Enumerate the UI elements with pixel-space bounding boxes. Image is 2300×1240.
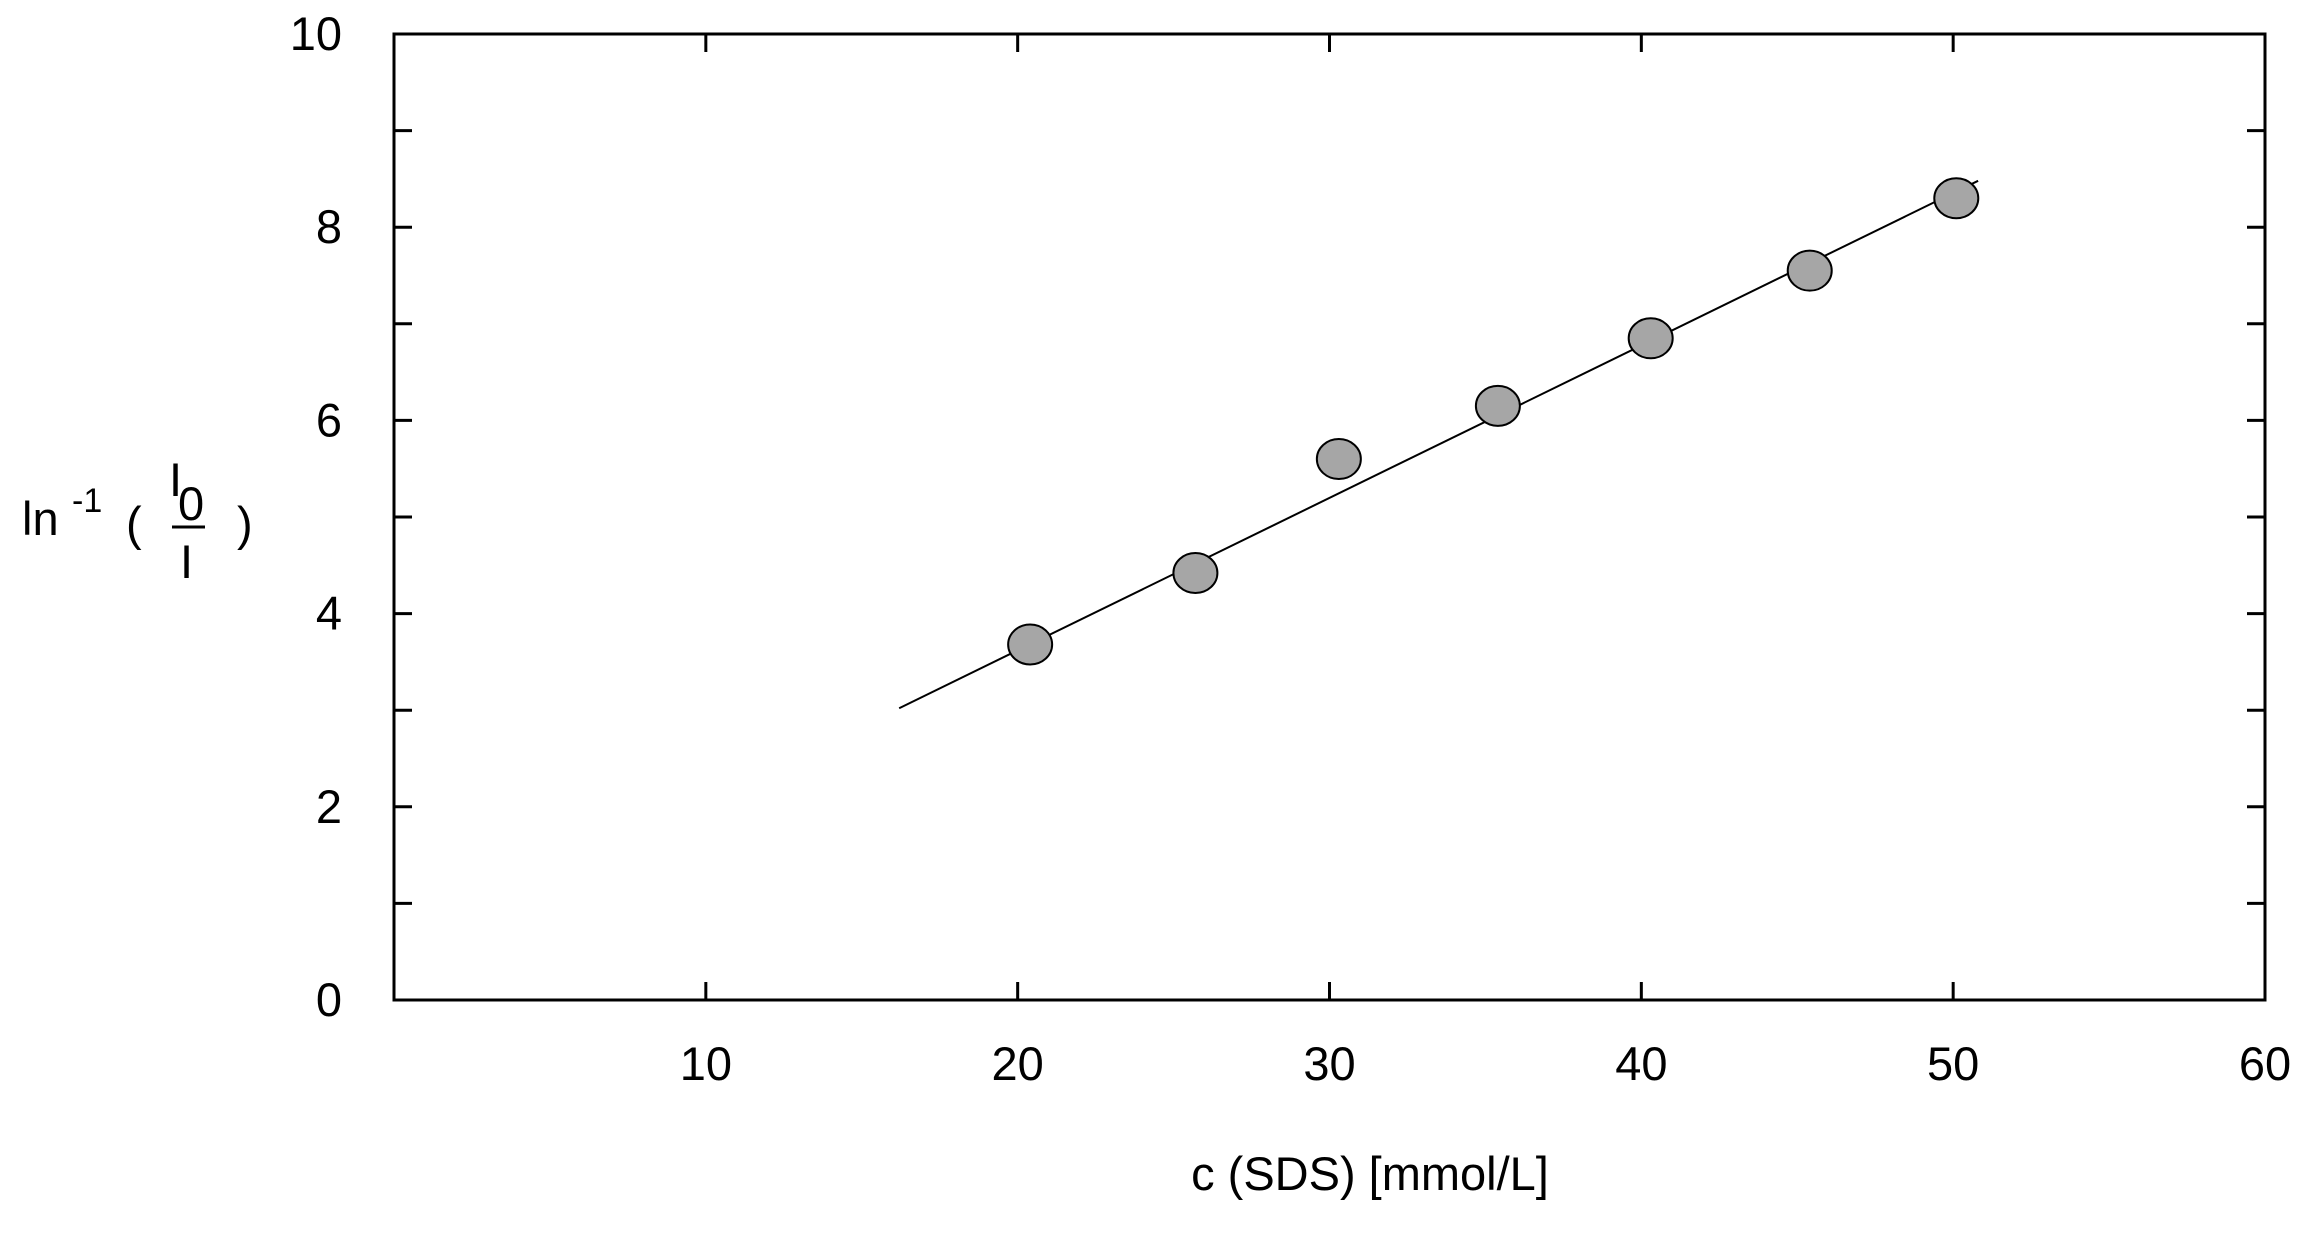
x-tick-label: 30 <box>1303 1037 1355 1090</box>
y-axis-title-superscript: -1 <box>72 482 102 520</box>
x-tick-label: 60 <box>2239 1037 2291 1090</box>
data-point <box>1474 384 1521 427</box>
y-tick-label: 4 <box>316 587 342 640</box>
y-tick-label: 0 <box>316 973 342 1026</box>
data-point <box>1933 177 1980 220</box>
y-axis-title: ln -1 ( I 0 I ) <box>22 453 253 588</box>
y-axis-title-numerator: I <box>169 453 182 506</box>
plot-frame <box>392 32 2267 1002</box>
y-tick-label: 2 <box>316 780 342 833</box>
y-axis-title-prefix: ln <box>22 492 59 545</box>
y-tick-label: 8 <box>316 200 342 253</box>
x-tick-label: 40 <box>1615 1037 1667 1090</box>
tick-marks <box>394 34 2265 1000</box>
y-tick-label: 10 <box>290 7 342 60</box>
x-axis-title: c (SDS) [mmol/L] <box>1191 1147 1549 1200</box>
x-tick-labels: 10 20 30 40 50 60 <box>680 1037 2291 1090</box>
y-tick-labels: 0 2 4 6 8 10 <box>290 7 342 1026</box>
data-point <box>1172 552 1219 595</box>
data-point <box>1315 438 1362 481</box>
y-tick-label: 6 <box>316 393 342 446</box>
y-axis-title-open-paren: ( <box>126 497 142 550</box>
x-tick-label: 10 <box>680 1037 732 1090</box>
data-point <box>1627 317 1674 360</box>
data-point <box>1007 623 1054 666</box>
data-point <box>1786 249 1833 292</box>
x-tick-label: 50 <box>1927 1037 1979 1090</box>
y-axis-title-denominator: I <box>180 535 193 588</box>
y-axis-title-close-paren: ) <box>237 497 253 550</box>
y-axis-title-numerator-subscript: 0 <box>178 477 204 530</box>
x-tick-label: 20 <box>992 1037 1044 1090</box>
data-points <box>1007 177 1980 666</box>
